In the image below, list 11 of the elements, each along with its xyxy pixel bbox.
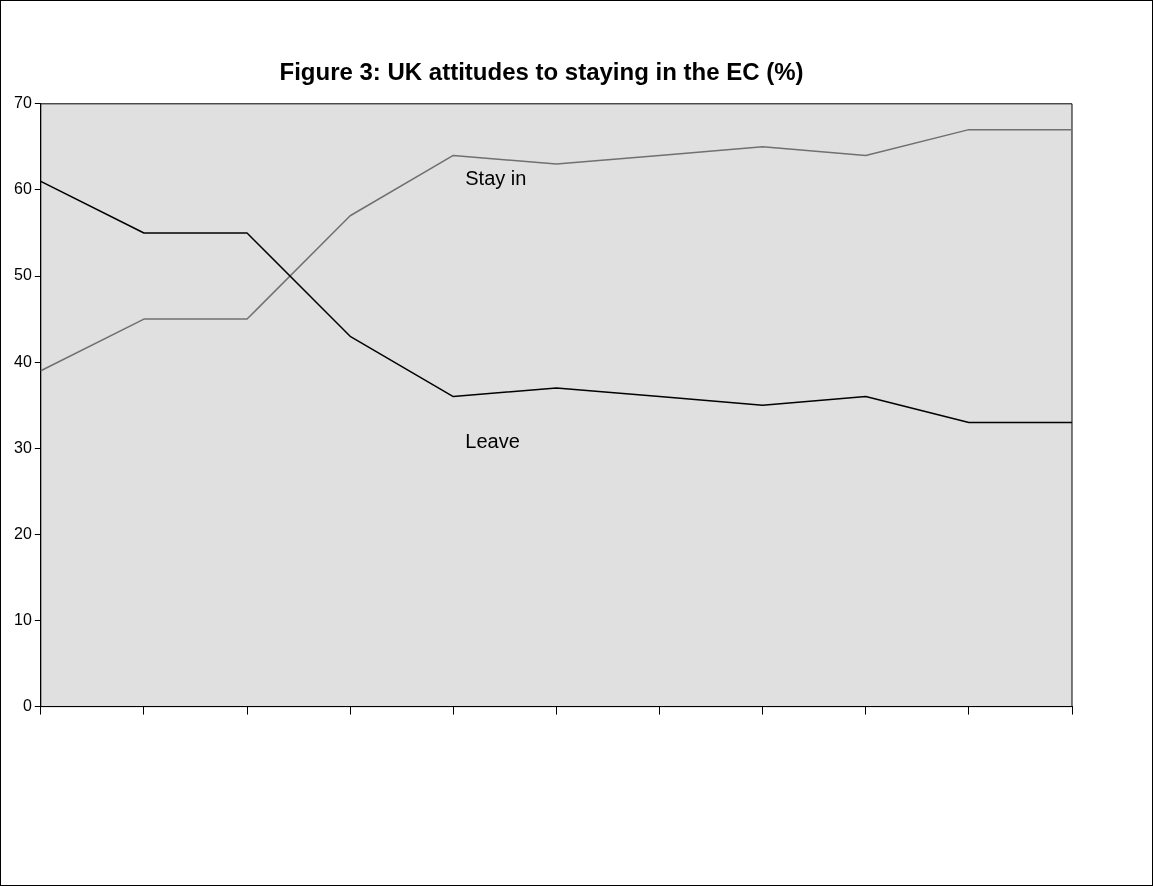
- y-tick-label: 50: [14, 266, 32, 284]
- series-label: Leave: [465, 430, 520, 453]
- y-tick-label: 70: [14, 94, 32, 112]
- series-label: Stay in: [465, 166, 527, 189]
- chart-title: Figure 3: UK attitudes to staying in the EC (%): [279, 58, 804, 86]
- y-tick-label: 20: [14, 524, 32, 542]
- y-tick-label: 0: [22, 697, 32, 715]
- y-tick-label: 40: [14, 352, 32, 370]
- y-tick-label: 10: [14, 610, 32, 628]
- y-tick-label: 30: [14, 438, 32, 456]
- y-tick-label: 60: [14, 180, 32, 198]
